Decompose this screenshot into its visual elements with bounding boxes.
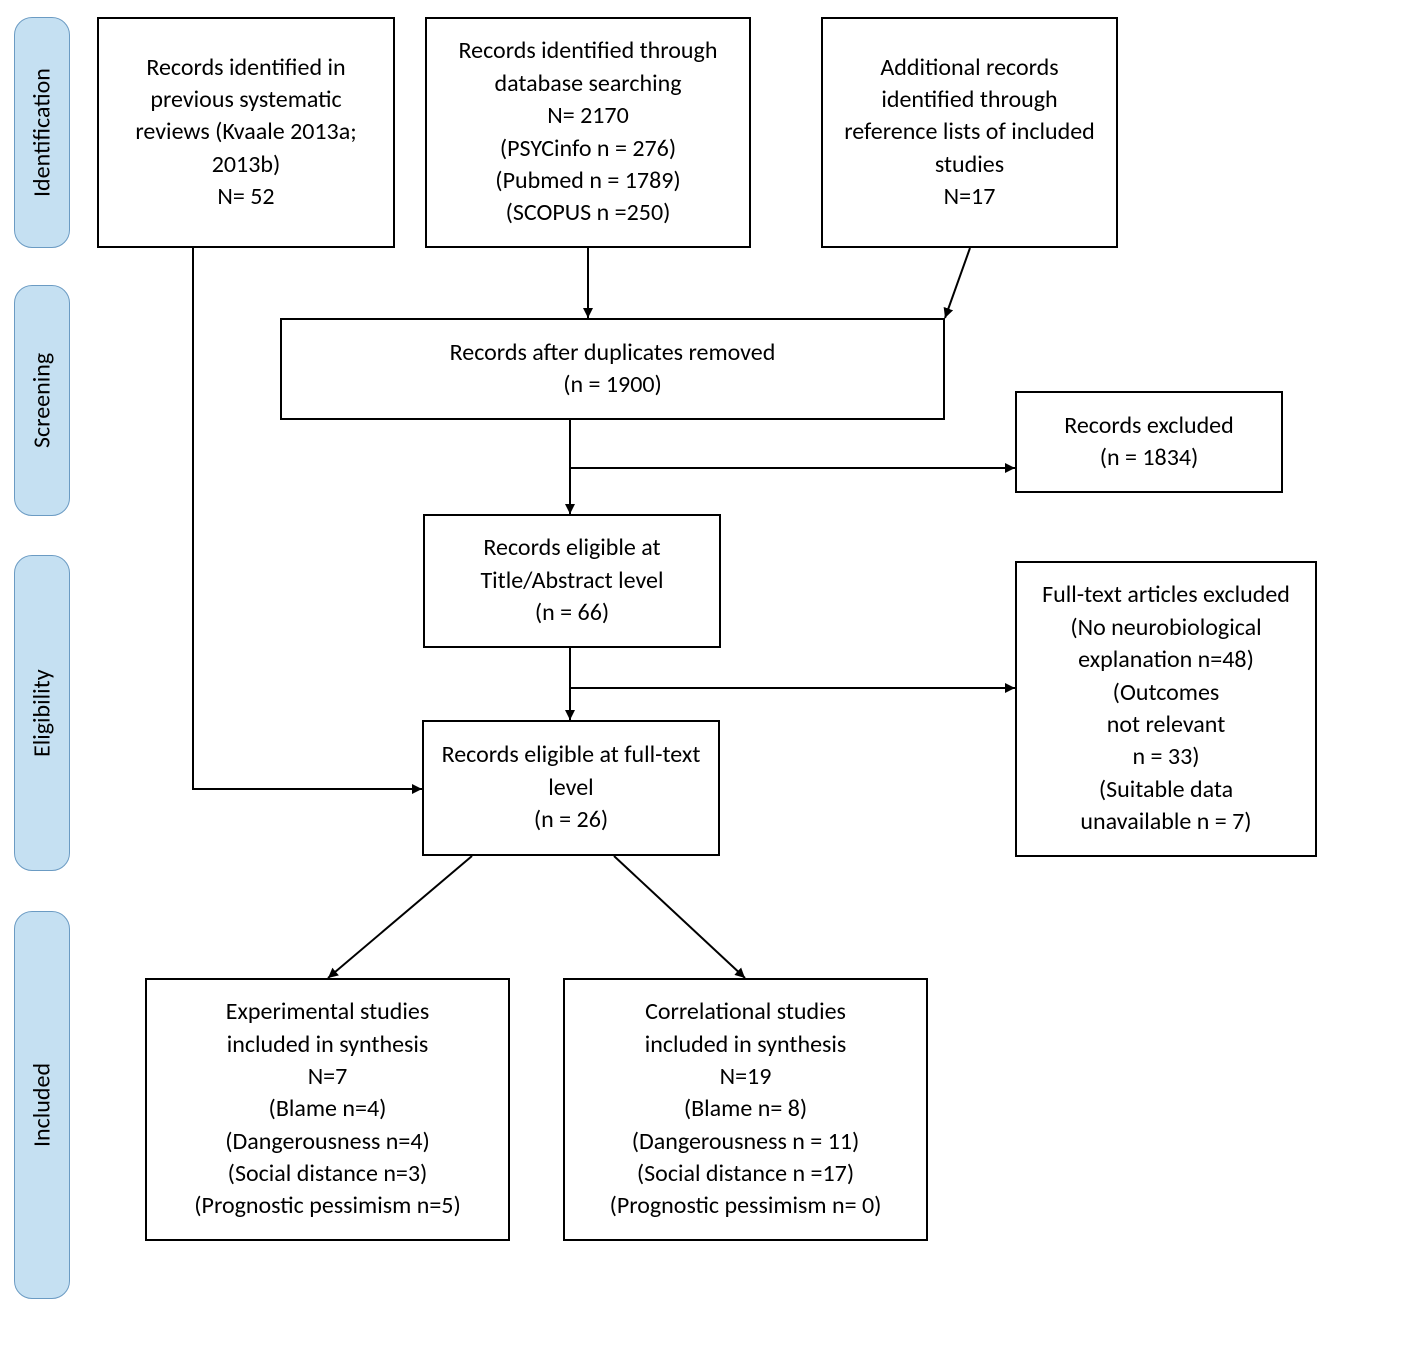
box-b_excl1-line: Records excluded bbox=[1064, 410, 1233, 442]
box-b_db-line: N= 2170 bbox=[547, 100, 629, 132]
a-full-to-exp bbox=[328, 856, 472, 978]
box-b_db: Records identified throughdatabase searc… bbox=[425, 17, 751, 248]
box-b_db-line: (SCOPUS n =250) bbox=[506, 197, 671, 229]
box-b_title: Records eligible atTitle/Abstract level(… bbox=[423, 514, 721, 648]
box-b_corr-line: included in synthesis bbox=[645, 1029, 847, 1061]
box-b_excl1-line: (n = 1834) bbox=[1100, 442, 1199, 474]
box-b_exp-line: (Blame n=4) bbox=[269, 1093, 387, 1125]
box-b_excl2-line: explanation n=48) bbox=[1078, 644, 1254, 676]
box-b_db-line: (Pubmed n = 1789) bbox=[495, 165, 680, 197]
box-b_prev-line: Records identified in bbox=[146, 52, 345, 84]
box-b_full-line: (n = 26) bbox=[534, 804, 608, 836]
box-b_excl2-line: (No neurobiological bbox=[1070, 612, 1261, 644]
a-full-to-corr bbox=[614, 856, 745, 978]
box-b_title-line: Records eligible at bbox=[483, 532, 660, 564]
box-b_add-line: identified through bbox=[881, 84, 1057, 116]
box-b_exp-line: (Prognostic pessimism n=5) bbox=[194, 1190, 460, 1222]
box-b_exp-line: (Social distance n=3) bbox=[228, 1158, 428, 1190]
stage-screening: Screening bbox=[14, 285, 70, 516]
box-b_excl2-line: unavailable n = 7) bbox=[1080, 806, 1251, 838]
box-b_dup: Records after duplicates removed(n = 190… bbox=[280, 318, 945, 420]
box-b_dup-line: (n = 1900) bbox=[563, 369, 662, 401]
box-b_db-line: Records identified through bbox=[459, 35, 718, 67]
box-b_add-line: reference lists of included bbox=[844, 116, 1095, 148]
box-b_prev-line: previous systematic bbox=[150, 84, 341, 116]
box-b_corr-line: (Social distance n =17) bbox=[637, 1158, 854, 1190]
box-b_add: Additional recordsidentified throughrefe… bbox=[821, 17, 1118, 248]
box-b_full-line: Records eligible at full-text bbox=[442, 739, 701, 771]
box-b_db-line: database searching bbox=[495, 68, 682, 100]
a-add-to-dup bbox=[945, 248, 970, 318]
box-b_excl2-line: n = 33) bbox=[1132, 741, 1199, 773]
box-b_add-line: studies bbox=[935, 149, 1004, 181]
box-b_db-line: (PSYCinfo n = 276) bbox=[500, 133, 676, 165]
box-b_dup-line: Records after duplicates removed bbox=[450, 337, 776, 369]
box-b_full: Records eligible at full-textlevel(n = 2… bbox=[422, 720, 720, 856]
box-b_excl1: Records excluded(n = 1834) bbox=[1015, 391, 1283, 493]
box-b_exp-line: N=7 bbox=[308, 1061, 348, 1093]
box-b_prev-line: reviews (Kvaale 2013a; bbox=[135, 116, 356, 148]
box-b_corr-line: Correlational studies bbox=[645, 996, 846, 1028]
box-b_excl2-line: Full-text articles excluded bbox=[1042, 579, 1290, 611]
box-b_add-line: Additional records bbox=[880, 52, 1058, 84]
box-b_excl2: Full-text articles excluded(No neurobiol… bbox=[1015, 561, 1317, 857]
box-b_corr: Correlational studiesincluded in synthes… bbox=[563, 978, 928, 1241]
box-b_prev-line: N= 52 bbox=[217, 181, 274, 213]
box-b_title-line: (n = 66) bbox=[535, 597, 609, 629]
flowchart-canvas: Identification Screening Eligibility Includ… bbox=[0, 0, 1418, 1356]
box-b_full-line: level bbox=[548, 772, 593, 804]
box-b_corr-line: N=19 bbox=[720, 1061, 772, 1093]
box-b_prev: Records identified inprevious systematic… bbox=[97, 17, 395, 248]
box-b_add-line: N=17 bbox=[944, 181, 996, 213]
box-b_exp: Experimental studiesincluded in synthesi… bbox=[145, 978, 510, 1241]
stage-identification: Identification bbox=[14, 17, 70, 248]
box-b_excl2-line: (Outcomes bbox=[1113, 677, 1220, 709]
box-b_excl2-line: (Suitable data bbox=[1099, 774, 1233, 806]
box-b_exp-line: included in synthesis bbox=[227, 1029, 429, 1061]
box-b_corr-line: (Dangerousness n = 11) bbox=[632, 1126, 860, 1158]
stage-screening-text: Screening bbox=[28, 353, 57, 448]
box-b_excl2-line: not relevant bbox=[1107, 709, 1225, 741]
box-b_prev-line: 2013b) bbox=[212, 149, 281, 181]
box-b_corr-line: (Blame n= 8) bbox=[684, 1093, 807, 1125]
box-b_corr-line: (Prognostic pessimism n= 0) bbox=[610, 1190, 882, 1222]
stage-eligibility: Eligibility bbox=[14, 555, 70, 871]
stage-identification-text: Identification bbox=[28, 68, 57, 197]
box-b_exp-line: Experimental studies bbox=[226, 996, 429, 1028]
stage-included-text: Included bbox=[28, 1063, 57, 1147]
stage-eligibility-text: Eligibility bbox=[28, 669, 57, 757]
box-b_exp-line: (Dangerousness n=4) bbox=[225, 1126, 430, 1158]
box-b_title-line: Title/Abstract level bbox=[480, 565, 663, 597]
stage-included: Included bbox=[14, 911, 70, 1299]
